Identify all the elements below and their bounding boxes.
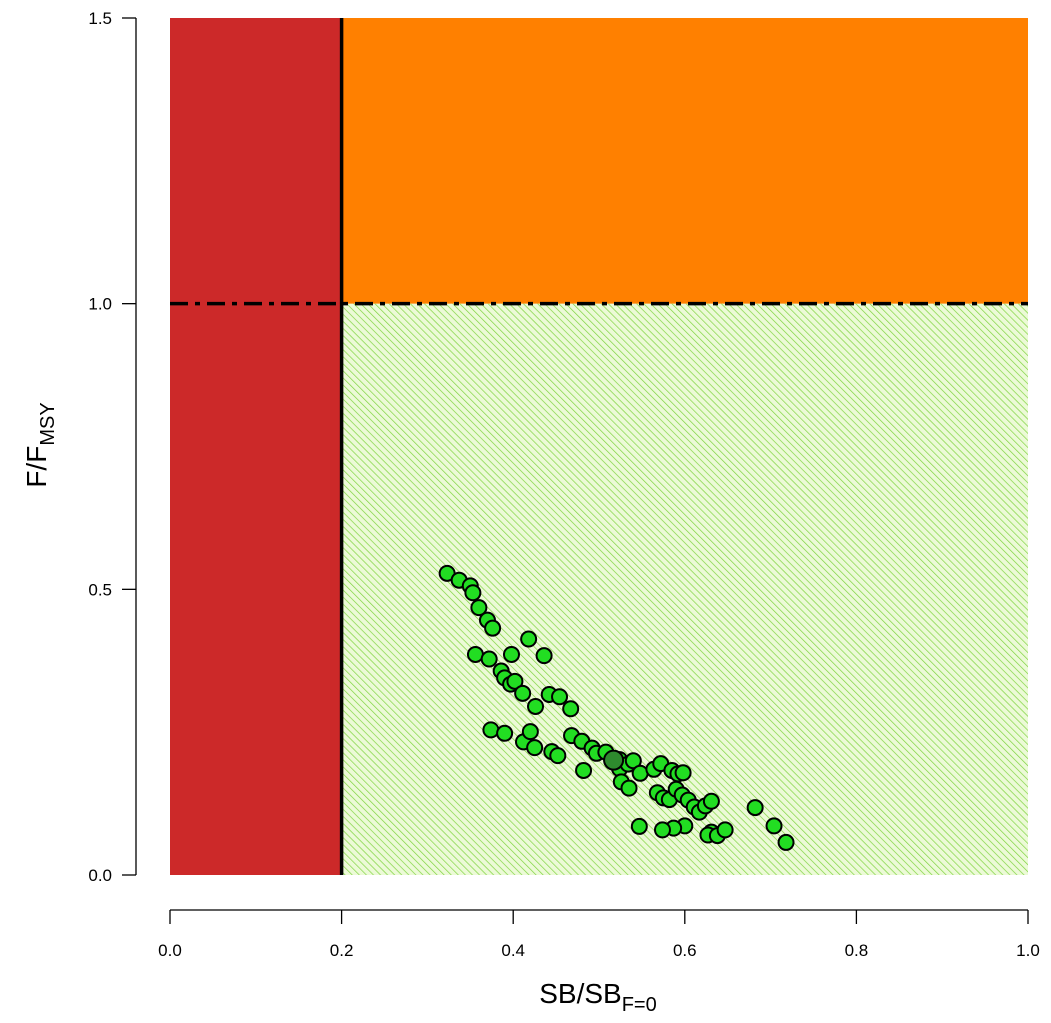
data-point — [549, 747, 567, 765]
data-point — [674, 764, 692, 782]
data-point — [624, 752, 642, 770]
data-point — [575, 761, 593, 779]
y-tick-group: 0.0 0.5 1.0 1.5 — [88, 9, 136, 885]
x-tick-group: 0.0 0.2 0.4 0.6 0.8 1.0 — [158, 910, 1040, 960]
data-point — [702, 792, 720, 810]
y-axis-title-main: F/F — [21, 446, 52, 488]
data-point — [482, 721, 500, 739]
data-point — [777, 833, 795, 851]
overfishing-zone — [341, 18, 1029, 304]
data-point — [631, 764, 649, 782]
y-tick-label: 0.5 — [88, 580, 112, 599]
data-point — [630, 817, 648, 835]
x-tick-label: 0.2 — [330, 941, 354, 960]
zone-layer — [170, 18, 1029, 876]
x-axis-title-sub: F=0 — [622, 994, 657, 1016]
y-tick-label: 1.5 — [88, 9, 112, 28]
data-point — [466, 645, 484, 663]
data-point — [506, 672, 524, 690]
data-point — [527, 697, 545, 715]
data-point — [520, 630, 538, 648]
data-point — [484, 619, 502, 637]
y-axis: 0.0 0.5 1.0 1.5 — [88, 9, 137, 885]
data-point — [746, 799, 764, 817]
data-point — [514, 684, 532, 702]
x-tick-label: 0.6 — [673, 941, 697, 960]
x-tick-label: 0.0 — [158, 941, 182, 960]
data-point — [526, 739, 544, 757]
data-point — [470, 599, 488, 617]
x-axis-title: SB/SBF=0 — [539, 978, 657, 1016]
y-tick-label: 0.0 — [88, 866, 112, 885]
data-point — [496, 724, 514, 742]
data-point — [653, 821, 671, 839]
x-tick-label: 0.4 — [501, 941, 525, 960]
points-layer — [438, 564, 795, 851]
data-point — [464, 584, 482, 602]
y-axis-title: F/FMSY — [21, 402, 59, 487]
data-point — [551, 688, 569, 706]
current-status-point — [603, 749, 625, 771]
x-tick-label: 1.0 — [1016, 941, 1040, 960]
x-axis-title-main: SB/SB — [539, 978, 621, 1009]
data-point — [480, 650, 498, 668]
reference-layer — [170, 18, 1028, 875]
data-point — [562, 700, 580, 718]
x-axis: 0.0 0.2 0.4 0.6 0.8 1.0 — [158, 909, 1040, 960]
data-point — [716, 821, 734, 839]
data-point — [765, 817, 783, 835]
overfished-zone — [170, 18, 342, 875]
x-tick-label: 0.8 — [845, 941, 869, 960]
data-point — [620, 779, 638, 797]
data-point — [521, 723, 539, 741]
y-tick-label: 1.0 — [88, 295, 112, 314]
data-point — [535, 647, 553, 665]
data-point — [502, 645, 520, 663]
y-axis-title-sub: MSY — [37, 402, 59, 445]
